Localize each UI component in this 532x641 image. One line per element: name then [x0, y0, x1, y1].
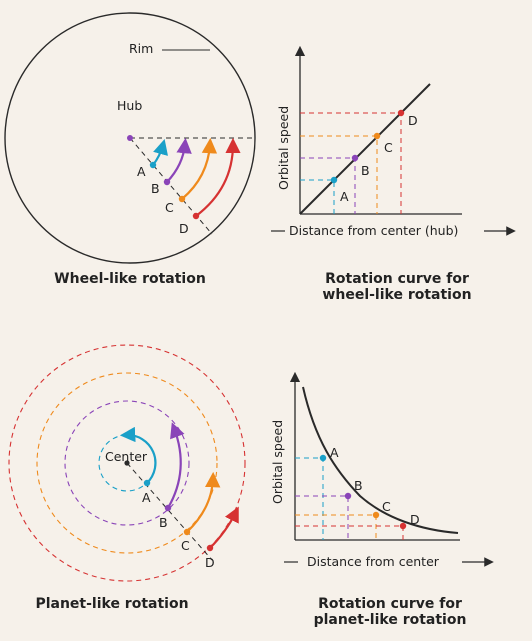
- wheel-curve-caption-line1: Rotation curve for: [325, 271, 469, 287]
- planet-curve-guide-b: [295, 495, 349, 540]
- wheel-curve-x-label: Distance from center (hub): [289, 223, 458, 238]
- planet-curve-caption-line2: planet-like rotation: [314, 612, 467, 628]
- planet-curve-point-c: [372, 511, 380, 519]
- wheel-label-c: C: [165, 200, 174, 215]
- wheel-curve-guide-a: [300, 179, 335, 214]
- planet-curve-guide-c: [295, 514, 377, 540]
- planet-rotation-panel: Center A B C D Planet-like rotation: [8, 344, 246, 612]
- planet-curve-trend-line: [302, 386, 459, 534]
- planet-point-c: [183, 528, 191, 536]
- planet-caption: Planet-like rotation: [35, 596, 188, 612]
- planet-label-d: D: [205, 555, 215, 570]
- wheel-curve-point-c: [373, 132, 381, 140]
- planet-curve-caption-line1: Rotation curve for: [318, 596, 462, 612]
- planet-curve-y-label: Orbital speed: [270, 420, 285, 504]
- wheel-curve-caption-line2: wheel-like rotation: [322, 287, 471, 303]
- center-label: Center: [105, 449, 148, 464]
- planet-curve-guide-a: [295, 457, 324, 540]
- wheel-curve-trend-line: [299, 83, 431, 215]
- wheel-caption: Wheel-like rotation: [54, 271, 206, 287]
- wheel-label-b: B: [151, 181, 160, 196]
- orbit-c: [36, 372, 218, 554]
- planet-curve-label-a: A: [330, 445, 339, 460]
- planet-label-b: B: [159, 515, 168, 530]
- planet-arrow-d: [209, 506, 239, 549]
- planet-point-d: [206, 544, 214, 552]
- hub-dot: [127, 135, 133, 141]
- planet-curve-x-label: Distance from center: [307, 554, 440, 569]
- wheel-arrow-c: [181, 137, 218, 200]
- planet-curve-point-b: [344, 492, 352, 500]
- planet-arrow-b: [167, 422, 185, 509]
- planet-radius-line: [126, 462, 213, 561]
- wheel-curve-point-d: [397, 109, 405, 117]
- planet-point-b: [164, 504, 172, 512]
- wheel-arrow-d: [195, 137, 241, 217]
- planet-curve-label-b: B: [354, 478, 363, 493]
- wheel-rim-circle: [4, 12, 256, 264]
- wheel-curve-label-a: A: [340, 189, 349, 204]
- hub-label: Hub: [117, 98, 142, 113]
- wheel-rotation-curve-panel: A B C D Orbital speed Distance from cent…: [271, 45, 516, 303]
- orbit-d: [8, 344, 246, 582]
- planet-label-c: C: [181, 538, 190, 553]
- wheel-radius-line: [129, 137, 213, 235]
- planet-rotation-curve-panel: A B C D Orbital speed Distance from cent…: [270, 371, 494, 628]
- planet-arrow-c: [186, 471, 221, 533]
- center-dot: [124, 460, 130, 466]
- planet-curve-guide-d: [295, 525, 404, 540]
- planet-curve-label-d: D: [410, 512, 420, 527]
- wheel-curve-label-b: B: [361, 163, 370, 178]
- wheel-point-c: [178, 195, 186, 203]
- planet-label-a: A: [142, 490, 151, 505]
- planet-curve-point-d: [399, 522, 407, 530]
- wheel-arrow-b: [166, 137, 192, 183]
- planet-point-a: [143, 479, 151, 487]
- wheel-label-a: A: [137, 164, 146, 179]
- orbit-b: [64, 400, 190, 526]
- wheel-point-b: [163, 178, 171, 186]
- planet-curve-point-a: [319, 454, 327, 462]
- wheel-curve-point-a: [330, 176, 338, 184]
- wheel-point-a: [149, 161, 157, 169]
- wheel-rotation-panel: Rim Hub A B C D Wheel-like rotation: [4, 12, 256, 287]
- planet-arrow-a: [119, 426, 157, 484]
- rim-label: Rim: [129, 41, 153, 56]
- wheel-point-d: [192, 212, 200, 220]
- wheel-label-d: D: [179, 221, 189, 236]
- wheel-arrow-a: [152, 139, 168, 166]
- wheel-curve-label-d: D: [408, 113, 418, 128]
- wheel-curve-label-c: C: [384, 140, 393, 155]
- planet-curve-label-c: C: [382, 499, 391, 514]
- wheel-curve-point-b: [351, 154, 359, 162]
- wheel-curve-y-label: Orbital speed: [276, 106, 291, 190]
